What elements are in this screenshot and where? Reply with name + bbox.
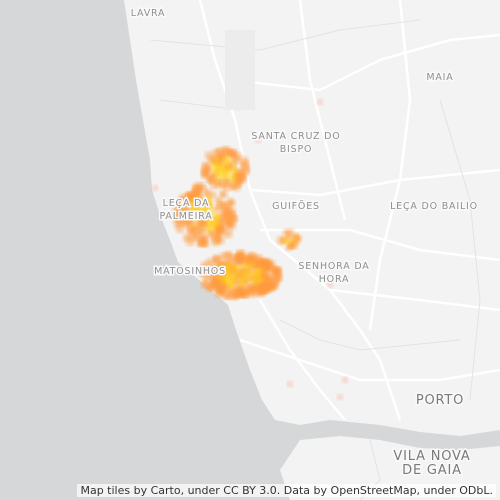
hotspot: [240, 254, 248, 261]
roads: [198, 0, 500, 421]
airport: [225, 30, 255, 110]
place-label: MAIA: [426, 72, 453, 83]
hotspot: [173, 220, 180, 228]
hotspot: [204, 188, 211, 196]
place-label: MATOSINHOS: [154, 266, 226, 277]
hotspot: [208, 229, 215, 237]
hotspot: [212, 163, 223, 174]
hotspot: [217, 273, 226, 282]
place-label: VILA NOVA: [393, 449, 470, 464]
hotspot: [198, 268, 207, 278]
hotspot: [255, 137, 261, 143]
hotspot: [208, 265, 218, 275]
hotspot: [217, 225, 227, 236]
hotspot: [284, 238, 291, 245]
hotspot: [152, 185, 158, 191]
hotspot: [183, 220, 192, 229]
hotspot: [222, 263, 229, 271]
roads-minor: [149, 19, 481, 500]
hotspot: [224, 148, 232, 157]
hotspot: [222, 156, 232, 165]
place-label: LEÇA DO BAILIO: [390, 201, 478, 212]
hotspot: [214, 256, 224, 266]
hotspot: [234, 167, 243, 177]
hotspot: [270, 274, 281, 285]
place-labels: LAVRA MAIA SANTA CRUZ DO BISPO GUIFÕES LEÇA D…: [129, 7, 478, 480]
hotspot: [259, 268, 269, 278]
hotspot: [225, 278, 234, 287]
hotspot: [239, 266, 250, 277]
hotspot: [207, 174, 217, 184]
hotspot: [226, 216, 234, 224]
hotspot: [337, 394, 343, 400]
hotspot: [205, 214, 216, 225]
hotspot: [210, 279, 218, 287]
place-label: LEÇA DA: [163, 198, 210, 209]
hotspot: [287, 381, 293, 387]
hotspot: [269, 265, 277, 273]
place-label: PORTO: [416, 393, 464, 408]
hotspot: [193, 189, 203, 198]
hotspot: [185, 236, 196, 246]
hotspot: [198, 205, 208, 216]
place-label: PALMEIRA: [159, 211, 212, 222]
place-label: LAVRA: [131, 8, 166, 19]
place-label: GUIFÕES: [272, 200, 320, 212]
hotspot: [285, 231, 293, 239]
hotspot: [200, 260, 210, 271]
hotspot: [223, 169, 232, 177]
place-label: DE GAIA: [402, 463, 462, 478]
hotspot: [190, 199, 199, 208]
hotspot: [259, 261, 270, 271]
hotspot: [237, 290, 244, 298]
hotspot: [214, 148, 225, 158]
place-label: SENHORA DA: [298, 261, 369, 272]
hotspot: [204, 166, 213, 175]
hotspot: [274, 269, 282, 276]
hotspot: [327, 282, 333, 288]
place-label: HORA: [319, 274, 350, 285]
hotspot: [265, 282, 276, 293]
hotspot: [174, 210, 182, 217]
hotspot: [246, 258, 256, 268]
hotspot: [186, 227, 194, 235]
hotspot: [219, 287, 226, 294]
hotspot: [216, 199, 226, 209]
hotspot: [228, 183, 236, 191]
attribution: Map tiles by Carto, under CC BY 3.0. Dat…: [77, 484, 496, 497]
hotspot: [229, 265, 239, 275]
hotspot: [220, 183, 227, 190]
hotspot: [197, 215, 207, 226]
place-label: SANTA CRUZ DO: [251, 131, 340, 142]
hotspot: [215, 156, 224, 166]
hotspot: [194, 230, 201, 238]
hotspot: [240, 161, 250, 170]
hotspot: [193, 182, 202, 191]
hotspot: [220, 190, 228, 199]
hotspot: [295, 234, 303, 242]
hotspot: [201, 171, 208, 179]
hotspot: [228, 199, 236, 208]
hotspot: [342, 377, 348, 383]
hotspot: [183, 198, 193, 208]
hotspots: [152, 99, 348, 400]
hotspot: [251, 271, 261, 281]
hotspot: [252, 282, 261, 292]
hotspot: [205, 194, 213, 201]
hotspot: [227, 174, 237, 184]
hotspot: [200, 280, 210, 289]
hotspot: [234, 182, 241, 189]
hotspot: [207, 156, 216, 164]
hotspot: [317, 99, 323, 105]
hotspot: [239, 280, 246, 287]
place-label: BISPO: [280, 144, 313, 155]
